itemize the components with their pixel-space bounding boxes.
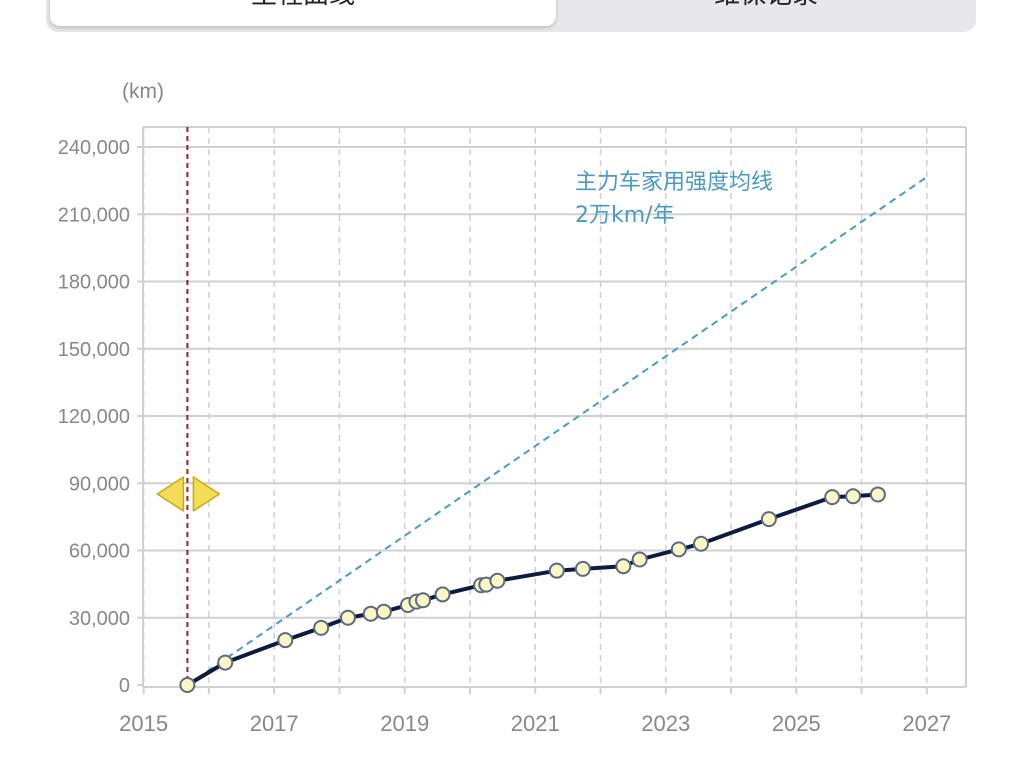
reference-line-label: 2万km/年	[575, 203, 675, 228]
mileage-data-point[interactable]	[693, 535, 710, 552]
y-unit-label: (km)	[122, 80, 164, 103]
mileage-data-point[interactable]	[548, 562, 565, 579]
mileage-data-point[interactable]	[414, 592, 431, 609]
drag-handle-left-arrow-icon[interactable]	[156, 476, 185, 512]
x-tick-label: 2025	[772, 711, 821, 736]
mileage-data-point[interactable]	[824, 489, 841, 506]
mileage-data-point[interactable]	[489, 572, 506, 589]
mileage-data-point[interactable]	[313, 619, 330, 636]
mileage-data-point[interactable]	[615, 558, 632, 575]
tab-mileage-curve-label: 里程曲线	[251, 0, 355, 11]
x-tick-label: 2027	[902, 711, 951, 736]
mileage-data-point[interactable]	[574, 560, 591, 577]
reference-average-line	[186, 176, 928, 686]
tab-maintenance-records-label: 维保记录	[714, 0, 818, 11]
x-tick-label: 2015	[119, 711, 168, 736]
mileage-data-point[interactable]	[375, 603, 392, 620]
mileage-data-point[interactable]	[670, 541, 687, 558]
tab-bar: 里程曲线 维保记录	[46, 0, 976, 32]
mileage-data-point[interactable]	[179, 677, 196, 693]
y-tick-label: 240,000	[58, 137, 130, 159]
x-tick-label: 2021	[511, 711, 560, 736]
mileage-data-point[interactable]	[339, 609, 356, 626]
reference-line-label: 主力车家用强度均线	[575, 170, 773, 195]
y-tick-label: 0	[119, 675, 130, 697]
x-tick-label: 2023	[641, 711, 690, 736]
y-tick-label: 90,000	[69, 473, 130, 495]
mileage-data-point[interactable]	[277, 632, 294, 649]
y-tick-label: 150,000	[58, 339, 130, 361]
y-tick-label: 180,000	[58, 272, 130, 294]
mileage-data-point[interactable]	[760, 511, 777, 528]
mileage-data-point[interactable]	[434, 586, 451, 603]
y-tick-label: 60,000	[69, 541, 130, 563]
tab-maintenance-records[interactable]: 维保记录	[556, 0, 976, 26]
y-tick-label: 30,000	[69, 608, 130, 630]
x-tick-label: 2017	[250, 711, 299, 736]
mileage-data-point[interactable]	[869, 486, 886, 503]
y-tick-label: 210,000	[58, 204, 130, 226]
drag-handle-right-arrow-icon[interactable]	[192, 476, 221, 512]
mileage-data-point[interactable]	[362, 605, 379, 622]
tab-mileage-curve[interactable]: 里程曲线	[50, 0, 556, 26]
x-tick-label: 2019	[380, 711, 429, 736]
mileage-data-point[interactable]	[217, 654, 234, 671]
mileage-data-point[interactable]	[845, 488, 862, 505]
y-tick-label: 120,000	[58, 406, 130, 428]
mileage-data-point[interactable]	[631, 551, 648, 568]
